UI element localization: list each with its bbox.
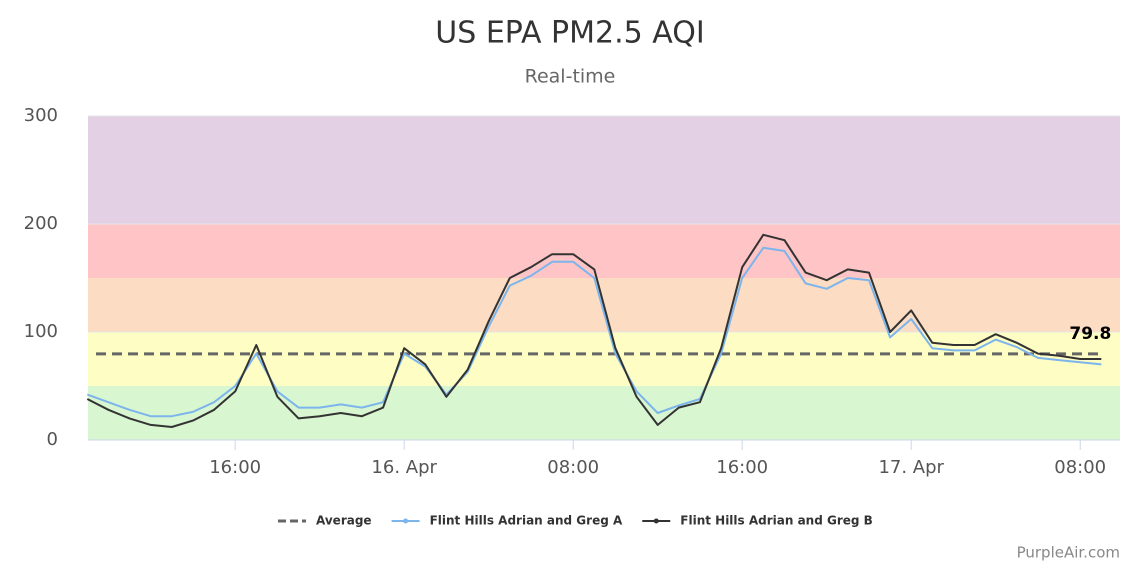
x-tick-label: 08:00 [547,457,599,478]
aqi-band [88,224,1120,278]
chart-subtitle: Real-time [525,66,616,88]
x-tick-label: 08:00 [1054,457,1106,478]
legend-label[interactable]: Flint Hills Adrian and Greg A [430,514,623,528]
x-tick-label: 16:00 [716,457,768,478]
y-tick-label: 0 [47,429,58,450]
series-line [86,246,1102,418]
y-tick-label: 300 [24,105,58,126]
aqi-band [88,386,1120,440]
credit[interactable]: PurpleAir.com [1017,544,1120,562]
legend-label[interactable]: Flint Hills Adrian and Greg B [680,514,873,528]
x-tick-label: 17. Apr [878,457,944,478]
y-tick-label: 200 [24,213,58,234]
average-label: 79.8 [1069,324,1111,344]
series-line [86,233,1102,428]
x-tick-label: 16. Apr [371,457,437,478]
x-tick-label: 16:00 [209,457,261,478]
aqi-band [88,116,1120,224]
legend-marker [403,518,409,524]
y-tick-label: 100 [24,321,58,342]
aqi-band [88,332,1120,386]
chart-title: US EPA PM2.5 AQI [435,16,704,51]
legend-marker [653,518,659,524]
legend-label[interactable]: Average [316,514,372,528]
